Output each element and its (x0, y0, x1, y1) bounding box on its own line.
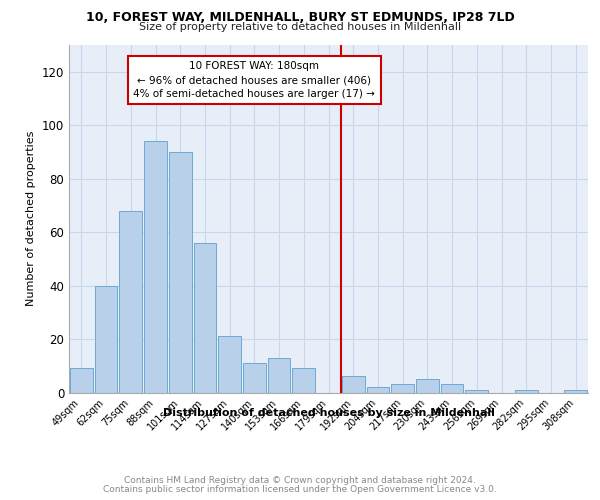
Bar (515, 390, 538, 392)
Bar (194, 243, 216, 392)
Bar (268, 358, 290, 392)
Bar (292, 368, 315, 392)
Y-axis label: Number of detached properties: Number of detached properties (26, 131, 36, 306)
Bar (342, 376, 365, 392)
Text: Contains HM Land Registry data © Crown copyright and database right 2024.: Contains HM Land Registry data © Crown c… (124, 476, 476, 485)
Bar (564, 390, 587, 392)
Bar (466, 390, 488, 392)
Text: Size of property relative to detached houses in Mildenhall: Size of property relative to detached ho… (139, 22, 461, 32)
Bar (391, 384, 414, 392)
Bar (243, 363, 266, 392)
Bar (367, 387, 389, 392)
Bar (144, 141, 167, 393)
Text: Distribution of detached houses by size in Mildenhall: Distribution of detached houses by size … (163, 408, 495, 418)
Bar (95, 286, 118, 393)
Bar (119, 210, 142, 392)
Text: Contains public sector information licensed under the Open Government Licence v3: Contains public sector information licen… (103, 485, 497, 494)
Bar (416, 379, 439, 392)
Bar (169, 152, 191, 392)
Text: 10 FOREST WAY: 180sqm
← 96% of detached houses are smaller (406)
4% of semi-deta: 10 FOREST WAY: 180sqm ← 96% of detached … (133, 61, 375, 99)
Text: 10, FOREST WAY, MILDENHALL, BURY ST EDMUNDS, IP28 7LD: 10, FOREST WAY, MILDENHALL, BURY ST EDMU… (86, 11, 514, 24)
Bar (218, 336, 241, 392)
Bar (441, 384, 463, 392)
Bar (70, 368, 93, 392)
